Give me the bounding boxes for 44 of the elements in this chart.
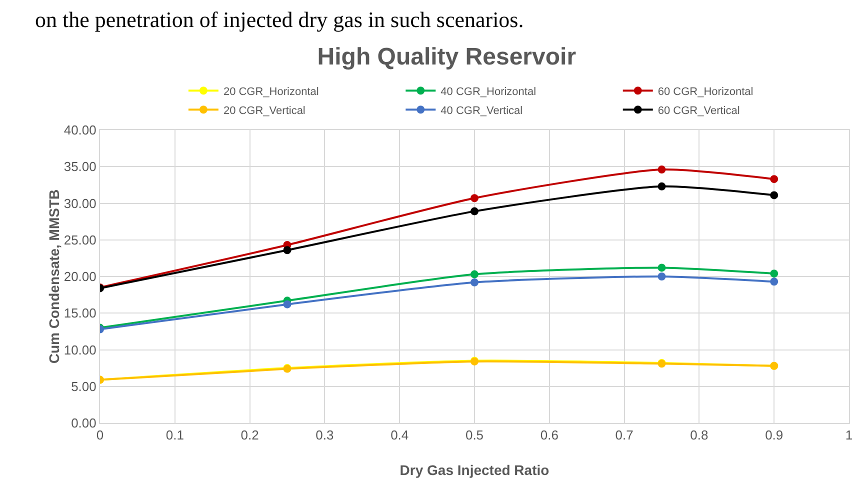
y-tick-label: 25.00 bbox=[64, 232, 96, 248]
x-tick-label: 0.8 bbox=[690, 428, 708, 443]
point bbox=[770, 175, 778, 184]
point bbox=[658, 182, 666, 190]
y-tick-label: 5.00 bbox=[71, 378, 96, 394]
point bbox=[283, 300, 292, 308]
text: on the penetration of injected dry gas in such scenarios. bbox=[35, 7, 524, 32]
point bbox=[770, 191, 778, 200]
y-tick-label: 15.00 bbox=[64, 306, 96, 321]
chart-title: High Quality Reservoir bbox=[317, 44, 576, 71]
x-tick-label: 0.4 bbox=[390, 428, 409, 443]
point bbox=[470, 207, 478, 216]
x-tick-label: 0.9 bbox=[765, 428, 784, 443]
x-axis-title: Dry Gas Injected Ratio bbox=[400, 462, 550, 478]
x-tick-label: 0.1 bbox=[166, 428, 184, 443]
y-tick-label: 20.00 bbox=[64, 269, 96, 284]
y-tick-label: 40.00 bbox=[64, 122, 96, 138]
legend-label: 60 CGR_Horizontal bbox=[658, 86, 754, 98]
x-tick-label: 1 bbox=[845, 428, 853, 443]
legend-label: 40 CGR_Vertical bbox=[440, 104, 523, 117]
y-tick-label: 0.00 bbox=[71, 416, 96, 431]
point bbox=[658, 264, 666, 272]
y-tick-label: 10.00 bbox=[64, 342, 96, 358]
x-tick-label: 0.5 bbox=[465, 428, 484, 443]
legend-label: 20 CGR_Vertical bbox=[223, 104, 306, 117]
point bbox=[658, 272, 666, 280]
point bbox=[770, 270, 778, 278]
point bbox=[770, 278, 778, 286]
x-tick-label: 0.3 bbox=[316, 428, 334, 443]
legend-label: 60 CGR_Vertical bbox=[658, 104, 740, 117]
y-tick-label: 35.00 bbox=[64, 159, 96, 174]
x-tick-label: 0 bbox=[96, 428, 104, 443]
point bbox=[470, 194, 478, 202]
legend-label: 20 CGR_Horizontal bbox=[223, 86, 319, 98]
legend-label: 40 CGR_Horizontal bbox=[440, 86, 536, 98]
y-axis-title: Cum Condensate, MMSTB bbox=[46, 189, 62, 364]
point bbox=[470, 270, 478, 278]
x-tick-label: 0.7 bbox=[615, 428, 634, 443]
point bbox=[658, 166, 666, 174]
x-tick-label: 0.2 bbox=[240, 428, 259, 443]
x-tick-label: 0.6 bbox=[540, 428, 558, 443]
point bbox=[283, 246, 292, 254]
point bbox=[470, 278, 478, 286]
y-tick-label: 30.00 bbox=[64, 196, 96, 211]
